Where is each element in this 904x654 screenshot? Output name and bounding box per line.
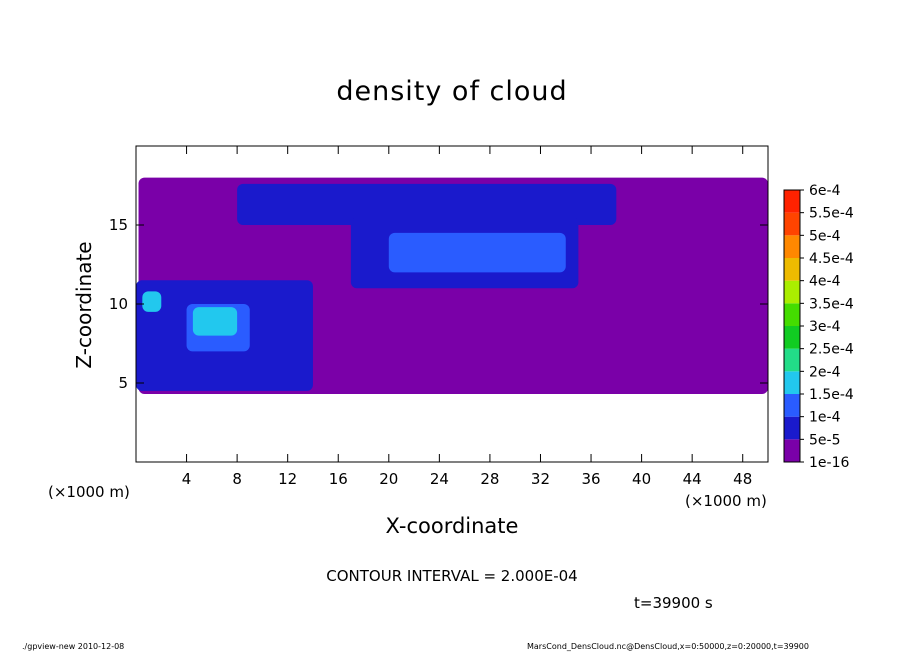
- legend-label: 4e-4: [809, 274, 841, 290]
- contour-interval-text: CONTOUR INTERVAL = 2.000E-04: [326, 567, 578, 585]
- time-stamp: t=39900 s: [634, 594, 713, 612]
- legend-label: 5e-5: [809, 432, 840, 448]
- x-tick-label: 20: [379, 470, 398, 488]
- legend-label: 5.5e-4: [809, 206, 854, 222]
- legend-swatch-8: [784, 258, 800, 281]
- x-tick-label: 28: [480, 470, 499, 488]
- legend-label: 1e-4: [809, 410, 841, 426]
- legend-swatch-9: [784, 235, 800, 258]
- legend-label: 2.5e-4: [809, 342, 854, 358]
- footer-left-text: ./gpview-new 2010-12-08: [22, 642, 125, 651]
- x-tick-label: 40: [632, 470, 651, 488]
- footer-right-text: MarsCond_DensCloud.nc@DensCloud,x=0:5000…: [527, 642, 809, 651]
- legend-swatch-7: [784, 280, 800, 304]
- density-region-7: [142, 291, 162, 312]
- legend-swatch-10: [784, 212, 800, 236]
- legend-swatch-2: [784, 394, 800, 417]
- y-tick-label: 10: [109, 295, 128, 313]
- x-tick-label: 8: [232, 470, 242, 488]
- legend-swatch-1: [784, 416, 800, 440]
- density-region-1: [237, 183, 617, 225]
- density-region-6: [192, 307, 238, 336]
- x-tick-label: 44: [683, 470, 702, 488]
- y-tick-label: 15: [109, 216, 128, 234]
- x-tick-label: 16: [329, 470, 348, 488]
- legend-label: 2e-4: [809, 364, 841, 380]
- x-unit-label-left: (×1000 m): [48, 483, 130, 501]
- legend-label: 1e-16: [809, 455, 849, 471]
- legend-swatch-3: [784, 371, 800, 394]
- x-tick-label: 4: [182, 470, 192, 488]
- legend-swatch-11: [784, 190, 800, 213]
- x-tick-label: 24: [430, 470, 449, 488]
- legend-label: 1.5e-4: [809, 387, 854, 403]
- color-legend: 1e-16 5e-5 1e-4 1.5e-4 2e-4 2.5e-4 3e-4 3.5e-4 4…: [783, 183, 854, 471]
- x-tick-label: 48: [733, 470, 752, 488]
- legend-swatch-5: [784, 326, 800, 349]
- x-tick-label: 12: [278, 470, 297, 488]
- legend-label: 3e-4: [809, 319, 841, 335]
- legend-label: 3.5e-4: [809, 296, 854, 312]
- x-tick-label: 32: [531, 470, 550, 488]
- legend-label: 5e-4: [809, 228, 841, 244]
- y-tick-label: 5: [118, 374, 128, 392]
- y-axis-label: Z-coordinate: [72, 241, 96, 369]
- legend-label: 6e-4: [809, 183, 841, 199]
- x-axis-label: X-coordinate: [385, 514, 519, 538]
- legend-swatch-0: [784, 439, 800, 462]
- legend-label: 4.5e-4: [809, 251, 854, 267]
- density-region-4: [388, 232, 566, 273]
- chart-title: density of cloud: [336, 76, 568, 107]
- legend-swatch-4: [784, 348, 800, 372]
- x-unit-label-right: (×1000 m): [685, 492, 767, 510]
- legend-swatch-6: [784, 303, 800, 326]
- x-tick-label: 36: [581, 470, 600, 488]
- density-field: [136, 177, 768, 395]
